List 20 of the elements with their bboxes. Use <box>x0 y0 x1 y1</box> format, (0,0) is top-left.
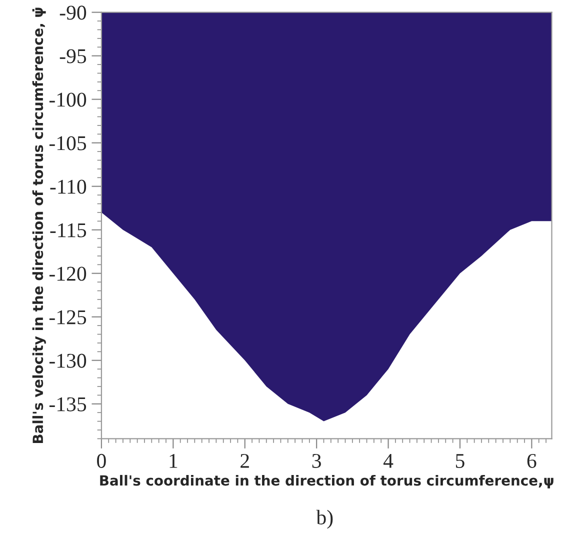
y-tick-label: -100 <box>49 92 86 107</box>
y-tick-label: -110 <box>50 180 86 194</box>
y-tick-label: -125 <box>49 310 86 324</box>
y-tick-label: -120 <box>49 266 86 281</box>
x-tick-label: 5 <box>456 454 464 468</box>
x-axis-title: Ball's coordinate in the direction of torus circumference,ψ <box>100 474 554 488</box>
x-tick-label: 2 <box>240 454 249 468</box>
y-tick-label: -130 <box>49 354 86 368</box>
x-tick-label: 3 <box>312 454 321 468</box>
text: b) <box>316 510 333 529</box>
y-axis-title: Ball's velocity in the direction of torus circumference, ψ̇ <box>32 8 46 443</box>
y-tick-label: -135 <box>49 397 86 412</box>
x-tick-label: 6 <box>527 454 536 468</box>
x-tick-label: 1 <box>170 454 178 468</box>
x-tick-label: 0 <box>97 454 106 468</box>
y-tick-label: -95 <box>60 49 86 64</box>
x-tick-label: 4 <box>383 454 394 468</box>
y-tick-label: -105 <box>49 136 86 150</box>
y-tick-label: -115 <box>50 223 86 238</box>
y-tick-label: -90 <box>60 6 86 20</box>
